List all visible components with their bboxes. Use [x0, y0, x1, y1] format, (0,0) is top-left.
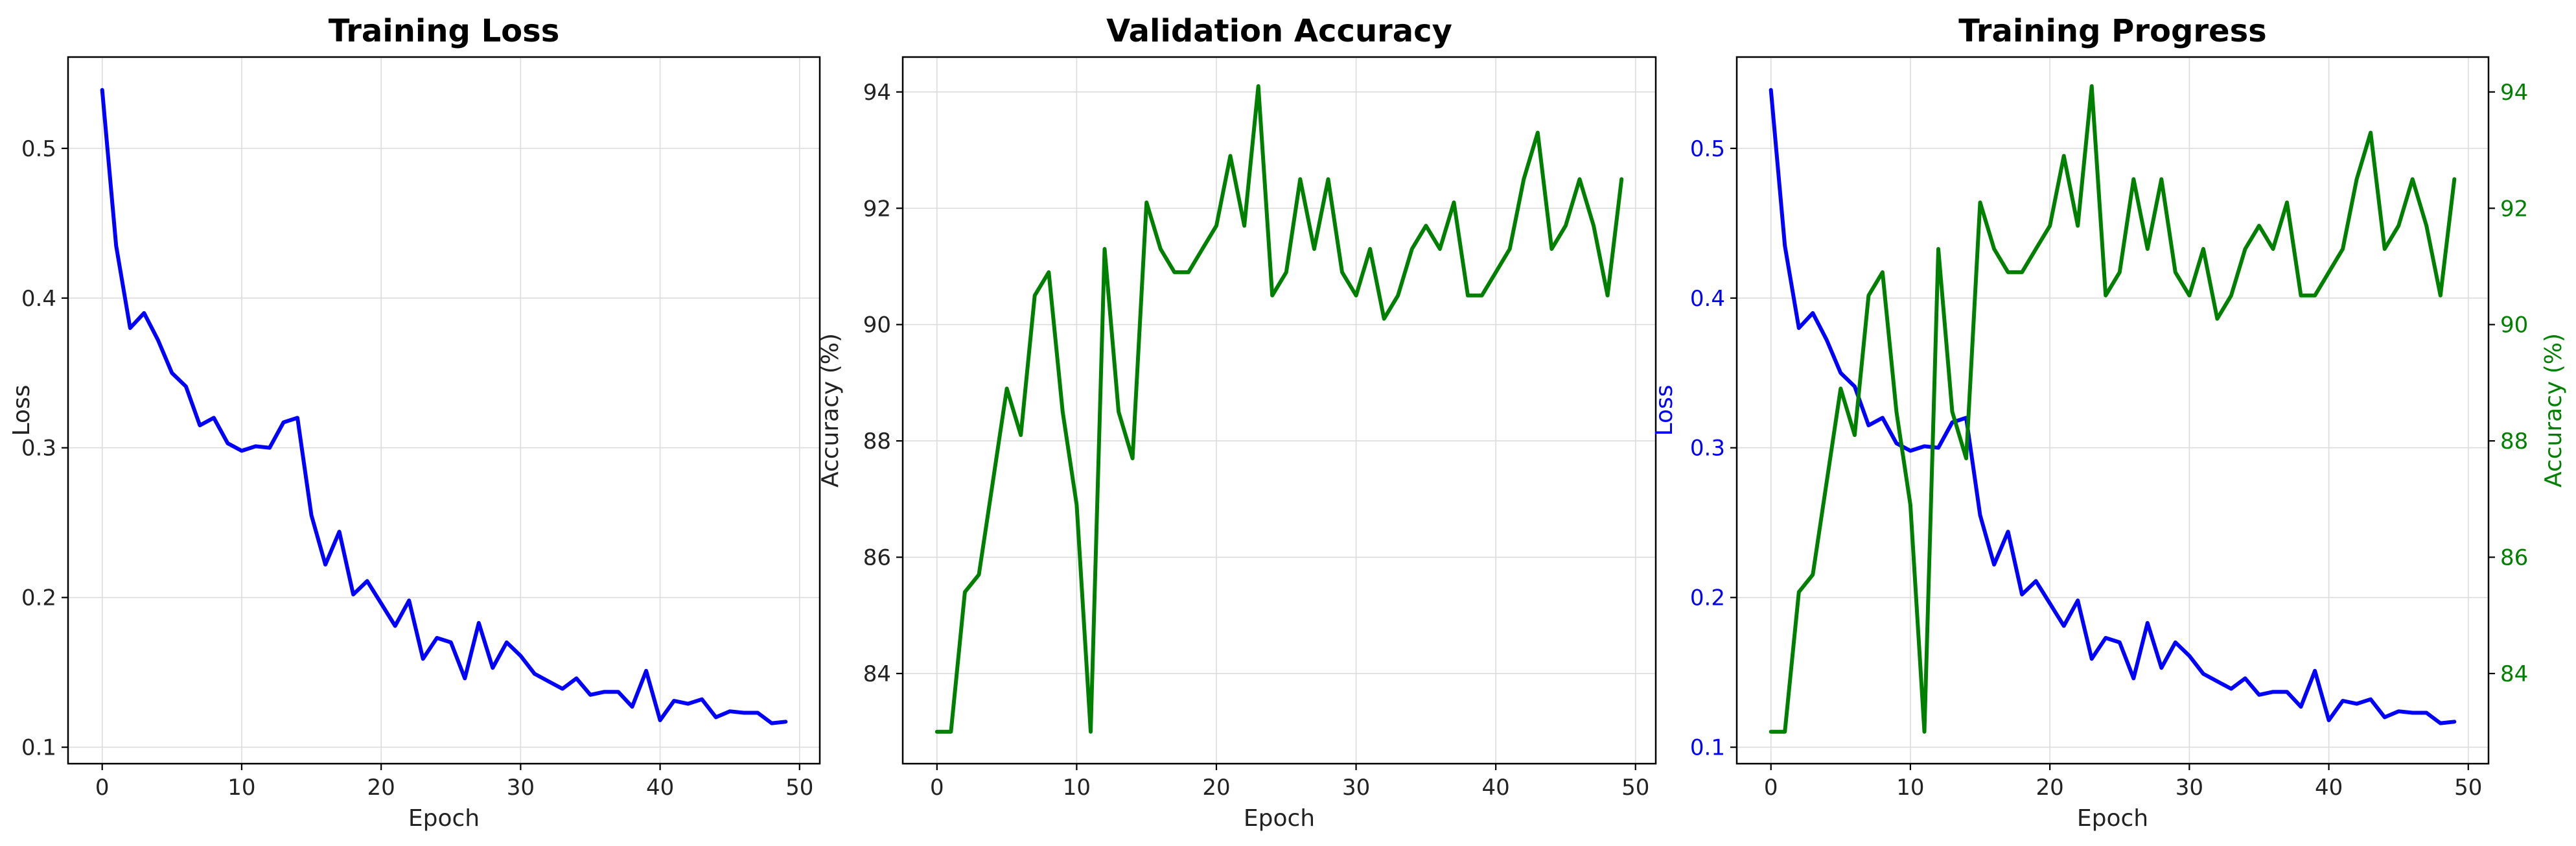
x-tick-label: 30	[2176, 775, 2203, 801]
plot-frame	[901, 56, 1657, 765]
x-tick-label: 30	[507, 775, 535, 801]
series-line-1	[1769, 88, 2457, 725]
x-tick-label: 40	[1482, 775, 1510, 801]
y-tick-label: 0.5	[21, 136, 56, 162]
y-tick-label: 0.1	[21, 735, 56, 761]
y-tick-label: 0.4	[1690, 286, 1725, 312]
x-tick-label: 10	[1896, 775, 1924, 801]
y-right-tick-label: 88	[2500, 429, 2528, 454]
y-tick-label: 84	[863, 661, 891, 687]
y-right-axis-label: Accuracy (%)	[2540, 333, 2567, 488]
chart-panel-1: 0 10 20 30 40 50 0.1 0.2 0.3 0.4 0.5 Training Loss E…	[8, 13, 821, 832]
y-tick-label: 90	[863, 312, 891, 338]
y-tick-label: 86	[863, 545, 891, 571]
y-tick-label: 92	[863, 196, 891, 222]
y-axis-label: Loss	[1651, 385, 1678, 436]
x-tick-label: 50	[2454, 775, 2482, 801]
plot-frame	[1735, 56, 2490, 765]
y-tick-label: 0.1	[1690, 735, 1725, 761]
x-tick-label: 20	[2036, 775, 2064, 801]
x-tick-label: 0	[930, 775, 944, 801]
y-tick-label: 0.2	[21, 585, 56, 611]
series-line-2	[1769, 84, 2457, 734]
x-tick-label: 0	[1764, 775, 1778, 801]
y-axis-label: Accuracy (%)	[817, 333, 844, 488]
x-tick-label: 50	[785, 775, 813, 801]
x-tick-label: 10	[1063, 775, 1091, 801]
chart-title: Training Progress	[1958, 13, 2266, 49]
y-tick-label: 0.5	[1690, 136, 1725, 162]
y-tick-label: 0.3	[21, 436, 56, 462]
chart-title: Validation Accuracy	[1106, 13, 1452, 49]
chart-panel-3: 0 10 20 30 40 50 0.1 0.2 0.3 0.4 0.5 84 86 88 90 92 94 Tr…	[1651, 13, 2567, 832]
x-tick-label: 30	[1342, 775, 1370, 801]
y-right-tick-label: 86	[2500, 545, 2528, 571]
plot-frame	[67, 56, 821, 765]
y-right-tick-label: 94	[2500, 80, 2528, 106]
y-right-tick-label: 84	[2500, 661, 2528, 687]
x-tick-label: 0	[95, 775, 110, 801]
chart-panel-2: 0 10 20 30 40 50 84 86 88 90 92 94 Validation Accura…	[817, 13, 1657, 832]
x-tick-label: 10	[227, 775, 255, 801]
x-axis-label: Epoch	[2077, 805, 2148, 832]
x-tick-label: 50	[1621, 775, 1649, 801]
y-tick-label: 94	[863, 80, 891, 106]
series-line-1	[100, 88, 788, 725]
y-tick-label: 0.2	[1690, 585, 1725, 611]
x-tick-label: 40	[2315, 775, 2343, 801]
y-tick-label: 0.3	[1690, 436, 1725, 462]
x-tick-label: 40	[646, 775, 674, 801]
y-right-tick-label: 92	[2500, 196, 2528, 222]
x-axis-label: Epoch	[408, 805, 480, 832]
series-line-1	[934, 84, 1624, 734]
y-right-tick-label: 90	[2500, 312, 2528, 338]
y-tick-label: 88	[863, 429, 891, 454]
x-tick-label: 20	[1202, 775, 1230, 801]
chart-title: Training Loss	[329, 13, 560, 49]
x-tick-label: 20	[367, 775, 395, 801]
y-axis-label: Loss	[8, 385, 35, 436]
y-tick-label: 0.4	[21, 286, 56, 312]
x-axis-label: Epoch	[1244, 805, 1315, 832]
